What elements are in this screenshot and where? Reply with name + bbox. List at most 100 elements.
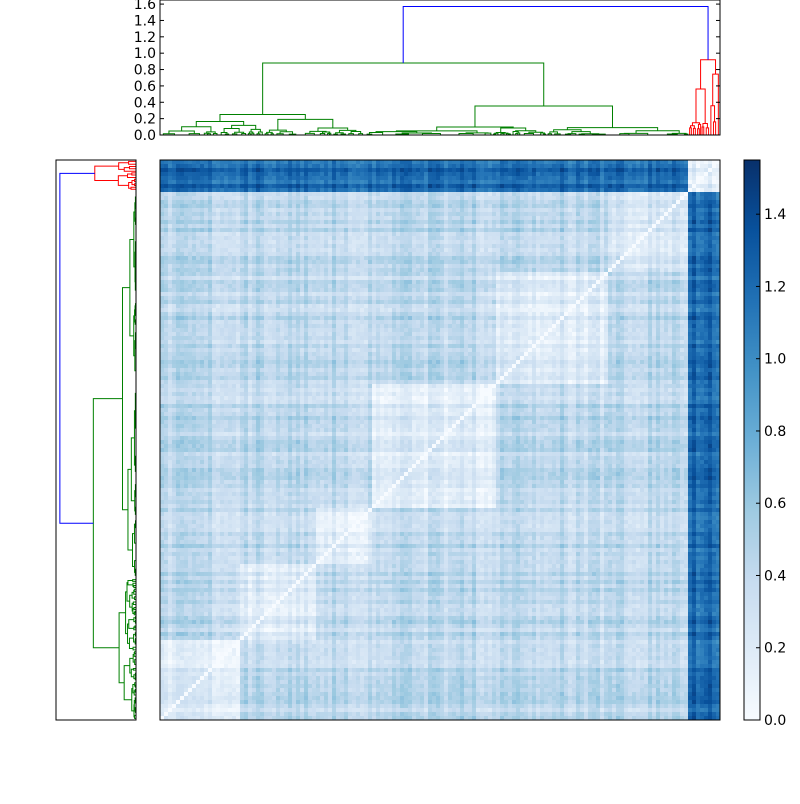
heatmap-cell (540, 184, 544, 188)
heatmap-cell (248, 208, 252, 212)
heatmap-cell (164, 280, 168, 284)
heatmap-cell (424, 260, 428, 264)
heatmap-cell (700, 292, 704, 296)
heatmap-cell (204, 212, 208, 216)
heatmap-cell (236, 280, 240, 284)
heatmap-cell (304, 260, 308, 264)
heatmap-cell (544, 284, 548, 288)
heatmap-cell (688, 288, 692, 292)
heatmap-cell (608, 208, 612, 212)
heatmap-cell (392, 288, 396, 292)
heatmap-cell (484, 208, 488, 212)
heatmap-cell (536, 184, 540, 188)
heatmap-cell (200, 288, 204, 292)
heatmap-cell (396, 188, 400, 192)
heatmap-cell (460, 264, 464, 268)
heatmap-cell (452, 176, 456, 180)
heatmap-cell (384, 216, 388, 220)
heatmap-cell (684, 180, 688, 184)
heatmap-cell (384, 160, 388, 164)
heatmap-cell (556, 292, 560, 296)
heatmap-cell (552, 256, 556, 260)
heatmap-cell (220, 200, 224, 204)
heatmap-cell (672, 172, 676, 176)
heatmap-cell (444, 284, 448, 288)
heatmap-cell (400, 268, 404, 272)
heatmap-cell (688, 212, 692, 216)
heatmap-cell (260, 192, 264, 196)
heatmap-cell (276, 256, 280, 260)
heatmap-cell (692, 232, 696, 236)
heatmap-cell (696, 172, 700, 176)
heatmap-cell (368, 216, 372, 220)
heatmap-cell (512, 292, 516, 296)
heatmap-cell (488, 224, 492, 228)
heatmap-cell (228, 172, 232, 176)
heatmap-cell (484, 292, 488, 296)
heatmap-cell (528, 240, 532, 244)
heatmap-cell (164, 224, 168, 228)
heatmap-cell (168, 252, 172, 256)
heatmap-cell (360, 164, 364, 168)
heatmap-cell (672, 184, 676, 188)
heatmap-cell (444, 288, 448, 292)
heatmap-cell (568, 168, 572, 172)
heatmap-cell (584, 292, 588, 296)
heatmap-cell (708, 220, 712, 224)
heatmap-cell (512, 172, 516, 176)
heatmap-cell (636, 196, 640, 200)
heatmap-cell (180, 204, 184, 208)
heatmap-cell (532, 212, 536, 216)
heatmap-cell (504, 272, 508, 276)
heatmap-cell (440, 232, 444, 236)
heatmap-cell (404, 284, 408, 288)
heatmap-cell (708, 204, 712, 208)
heatmap-cell (660, 184, 664, 188)
heatmap-cell (240, 220, 244, 224)
heatmap-cell (648, 264, 652, 268)
heatmap-cell (180, 248, 184, 252)
heatmap-cell (284, 256, 288, 260)
heatmap-cell (356, 264, 360, 268)
heatmap-cell (440, 196, 444, 200)
heatmap-cell (568, 176, 572, 180)
heatmap-cell (600, 160, 604, 164)
heatmap-cell (184, 232, 188, 236)
heatmap-cell (504, 220, 508, 224)
heatmap-cell (416, 264, 420, 268)
heatmap-cell (348, 188, 352, 192)
heatmap-cell (364, 264, 368, 268)
heatmap-cell (456, 280, 460, 284)
heatmap-cell (324, 196, 328, 200)
heatmap-cell (516, 220, 520, 224)
heatmap-cell (348, 248, 352, 252)
heatmap-cell (352, 256, 356, 260)
heatmap-cell (312, 280, 316, 284)
heatmap-cell (208, 172, 212, 176)
heatmap-cell (632, 212, 636, 216)
heatmap-cell (200, 268, 204, 272)
heatmap-cell (340, 220, 344, 224)
heatmap-cell (176, 236, 180, 240)
heatmap-cell (436, 184, 440, 188)
heatmap-cell (644, 232, 648, 236)
heatmap-cell (320, 272, 324, 276)
heatmap-cell (420, 276, 424, 280)
heatmap-cell (360, 196, 364, 200)
heatmap-cell (400, 176, 404, 180)
heatmap-cell (204, 288, 208, 292)
heatmap-cell (672, 164, 676, 168)
heatmap-cell (240, 224, 244, 228)
heatmap-cell (360, 280, 364, 284)
heatmap-cell (456, 164, 460, 168)
heatmap-cell (260, 204, 264, 208)
heatmap-cell (648, 172, 652, 176)
heatmap-cell (384, 204, 388, 208)
heatmap-cell (644, 220, 648, 224)
heatmap-cell (552, 272, 556, 276)
heatmap-cell (560, 252, 564, 256)
heatmap-cell (576, 292, 580, 296)
heatmap-cell (412, 164, 416, 168)
heatmap-cell (336, 184, 340, 188)
heatmap-cell (672, 244, 676, 248)
